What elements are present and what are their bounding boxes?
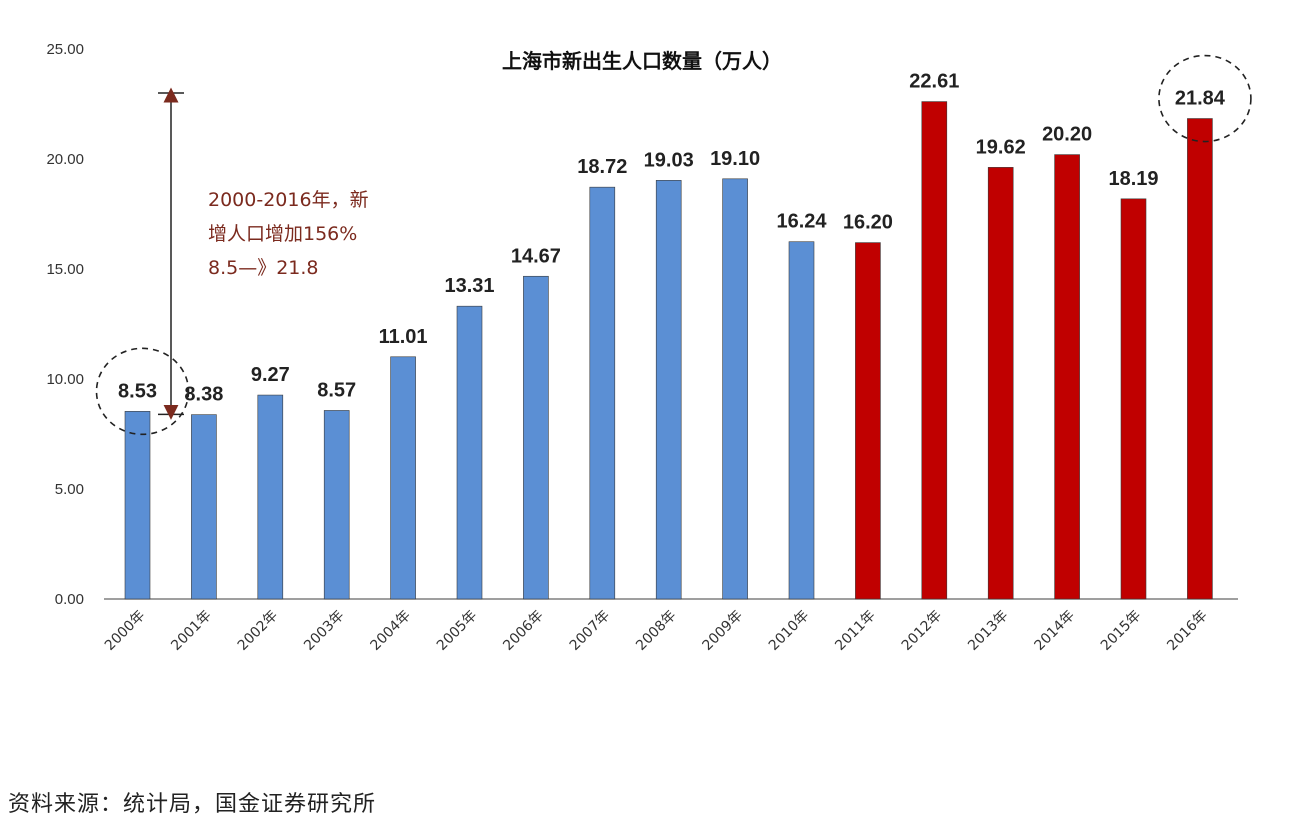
data-label: 19.10 [710,148,760,170]
x-tick-label: 2009年 [700,608,746,654]
bar [1054,154,1080,600]
y-tick-label: 15.00 [46,261,84,278]
bar [921,101,948,600]
data-label: 19.62 [976,136,1026,158]
data-label: 19.03 [644,149,694,171]
data-label: 8.38 [184,384,223,406]
bar [1187,118,1213,600]
x-tick-label: 2011年 [832,608,878,654]
y-tick-label: 20.00 [46,151,84,168]
data-label: 18.19 [1108,168,1158,190]
data-label: 11.01 [379,326,428,348]
x-tick-label: 2008年 [633,608,679,654]
x-tick-label: 2007年 [567,608,613,654]
bar [722,178,748,600]
data-label: 13.31 [444,275,494,297]
y-tick-label: 25.00 [46,41,84,58]
x-tick-label: 2001年 [168,608,214,654]
data-label: 16.24 [776,211,827,233]
x-tick-label: 2015年 [1098,608,1144,654]
x-tick-label: 2016年 [1164,608,1210,654]
highlight-circle [1158,54,1252,143]
x-tick-label: 2013年 [965,608,1011,654]
data-label: 18.72 [577,156,627,178]
data-label: 9.27 [251,364,290,386]
bar [855,242,881,600]
data-label: 14.67 [511,245,561,267]
annotation-line-2: 增人口增加156% [208,223,357,245]
bar [589,186,616,600]
x-tick-label: 2014年 [1032,608,1078,654]
bar [323,410,350,600]
y-tick-label: 5.00 [55,481,84,498]
bars [124,101,1213,600]
bar [456,305,483,600]
highlight-circle [95,347,190,436]
data-label: 16.20 [843,212,893,234]
bar [124,411,151,600]
data-labels: 8.53 8.38 9.27 8.57 11.01 13.31 14.67 18.72 19.0… [118,71,1226,406]
chart-title: 上海市新出生人口数量（万人） [502,49,782,73]
x-tick-label: 2012年 [899,608,945,654]
x-tick-label: 2006年 [500,608,546,654]
bar [788,241,815,600]
bar [257,394,284,600]
bar [191,414,217,600]
data-label: 8.53 [118,380,157,402]
bar [390,356,416,600]
y-tick-label: 0.00 [55,591,84,608]
x-tick-labels: 2000年 2001年 2002年 2003年 2004年 2005年 2006年 2007年… [102,608,1211,654]
annotation-line-3: 8.5—》21.8 [208,257,319,279]
annotation: 2000-2016年，新 增人口增加156% 8.5—》21.8 [95,54,1252,436]
x-tick-label: 2003年 [301,608,347,654]
bar [655,180,682,600]
x-tick-label: 2004年 [368,608,414,654]
bar [987,167,1014,600]
x-tick-label: 2002年 [235,608,281,654]
x-tick-label: 2005年 [434,608,480,654]
annotation-line-1: 2000-2016年，新 [208,189,369,211]
data-label: 21.84 [1175,88,1226,110]
data-label: 20.20 [1042,124,1092,146]
x-tick-label: 2000年 [102,608,148,654]
bar [1120,198,1147,600]
data-label: 8.57 [317,379,356,401]
source-note: 资料来源：统计局，国金证券研究所 [8,792,377,817]
y-tick-label: 10.00 [46,371,84,388]
bar [523,275,549,600]
data-label: 22.61 [909,71,959,93]
x-tick-label: 2010年 [766,608,812,654]
